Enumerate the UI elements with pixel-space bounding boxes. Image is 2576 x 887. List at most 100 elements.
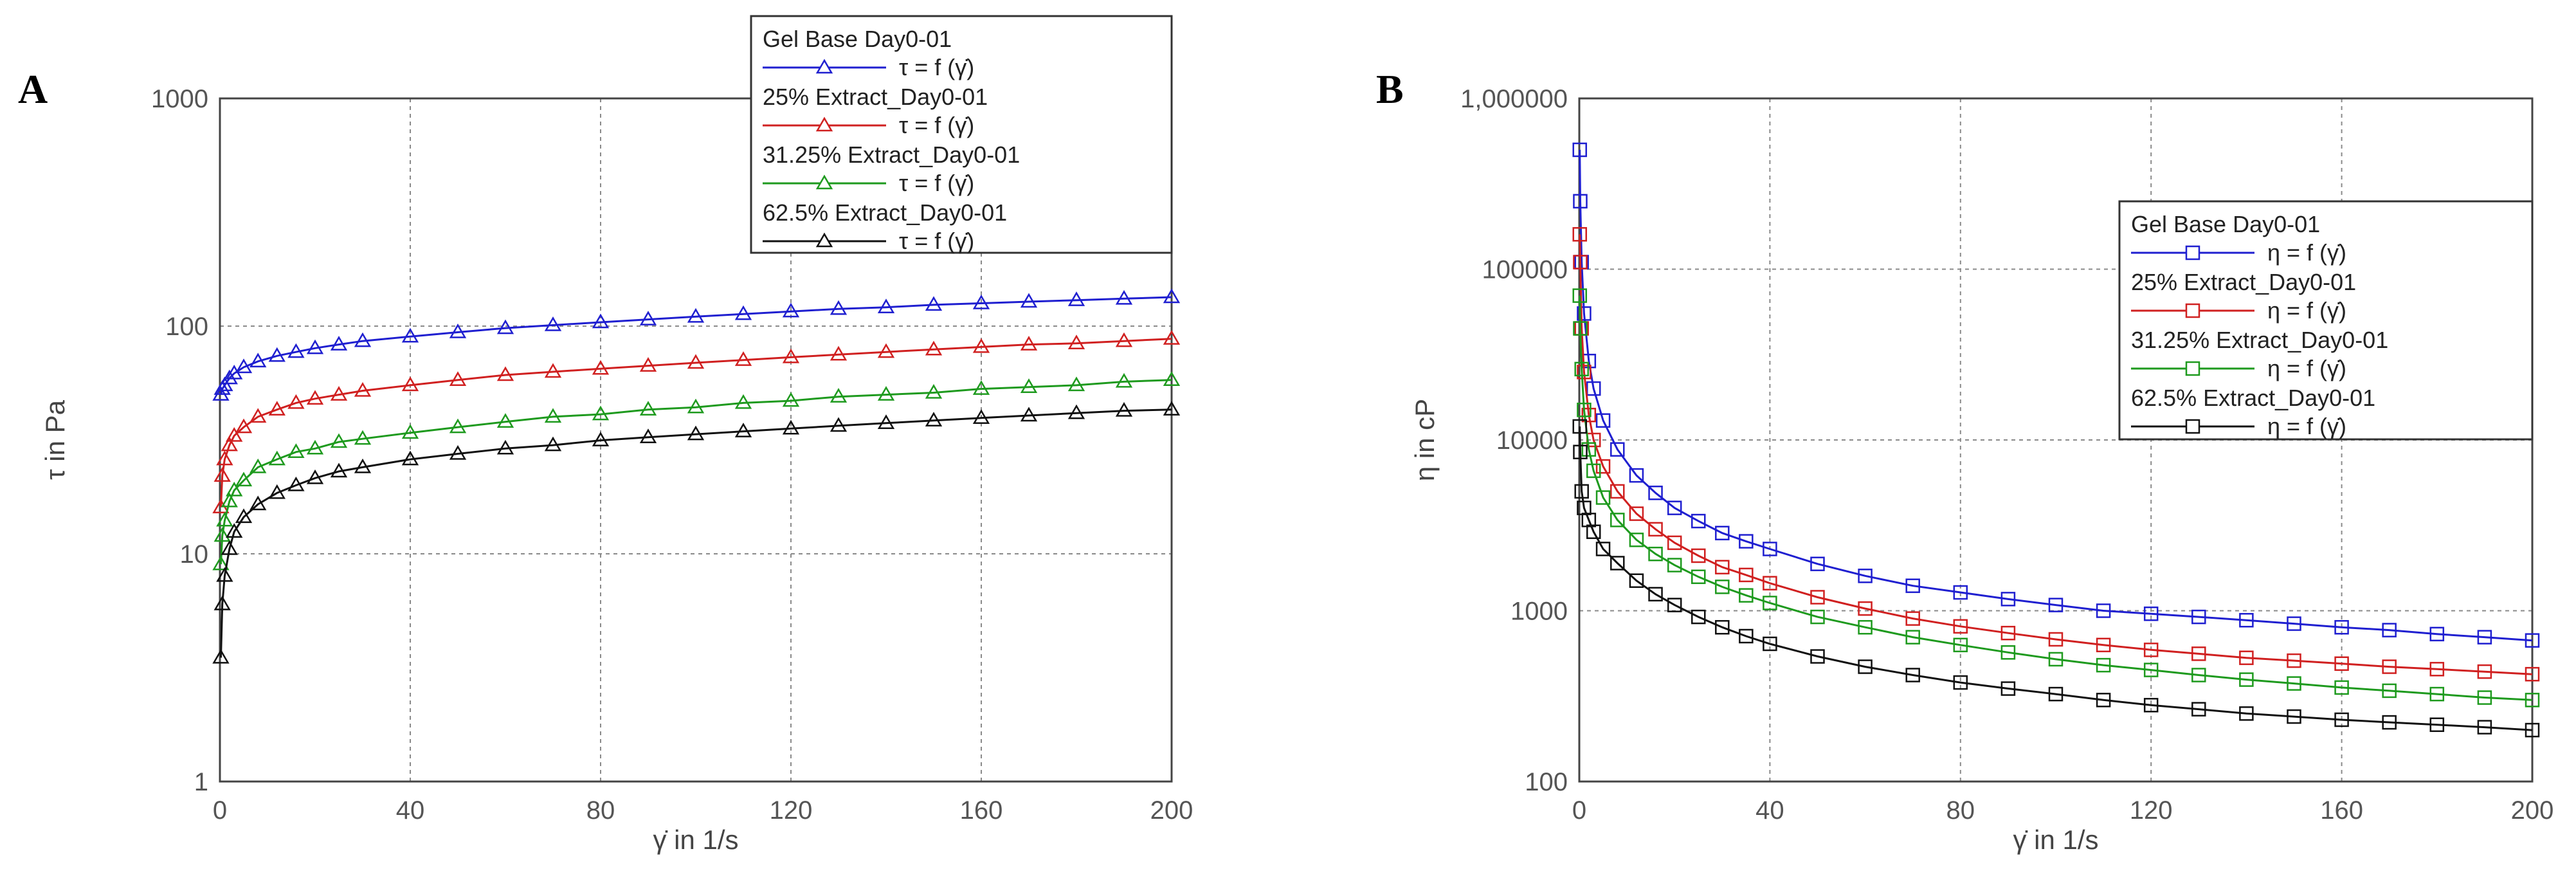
- y-tick-label: 100: [1525, 768, 1568, 796]
- series-line-3: [220, 379, 1172, 565]
- data-point: [1020, 407, 1038, 422]
- data-point: [1020, 293, 1038, 308]
- data-point: [401, 424, 419, 439]
- data-point: [1858, 659, 1873, 674]
- data-point: [1763, 596, 1777, 610]
- data-point: [1577, 500, 1592, 515]
- data-point: [782, 419, 800, 435]
- data-point: [972, 338, 990, 353]
- data-point: [2096, 657, 2111, 673]
- series-line-4: [1579, 426, 2533, 731]
- data-point: [1067, 404, 1085, 419]
- data-point: [972, 380, 990, 395]
- legend-marker: [2185, 419, 2200, 434]
- data-point: [213, 467, 231, 482]
- data-point: [401, 450, 419, 466]
- data-point: [1595, 413, 1611, 428]
- data-point: [1573, 444, 1588, 459]
- data-point: [782, 348, 800, 363]
- data-point: [330, 336, 348, 351]
- data-point: [2334, 619, 2349, 635]
- data-point: [306, 339, 324, 354]
- y-tick-label: 100000: [1482, 256, 1568, 284]
- data-point: [226, 523, 243, 538]
- y-tick-label: 10: [180, 540, 209, 569]
- data-point: [1577, 365, 1592, 379]
- data-point: [592, 405, 610, 421]
- data-point: [449, 418, 467, 434]
- legend-marker: [815, 59, 833, 74]
- data-point: [1067, 291, 1085, 306]
- legend-series-name: 62.5% Extract_Day0-01: [763, 199, 1007, 226]
- x-tick-label: 40: [1755, 796, 1784, 825]
- data-point: [268, 484, 286, 499]
- data-point: [734, 394, 752, 409]
- data-point: [1586, 381, 1601, 396]
- legend-marker: [2185, 245, 2200, 261]
- data-point: [235, 471, 253, 487]
- data-point: [2239, 706, 2254, 721]
- data-point: [221, 540, 238, 555]
- data-point: [213, 527, 231, 542]
- data-point: [1115, 372, 1133, 388]
- data-point: [925, 412, 943, 426]
- data-point: [1691, 548, 1706, 563]
- data-point: [354, 430, 372, 445]
- legend-series-name: 31.25% Extract_Day0-01: [2131, 327, 2388, 353]
- data-point: [2429, 686, 2445, 702]
- data-point: [1905, 578, 1920, 593]
- data-point: [877, 386, 895, 401]
- data-point: [306, 469, 324, 484]
- plot-frame: [219, 97, 1173, 783]
- data-point: [1953, 585, 1968, 600]
- data-point: [1905, 630, 1920, 645]
- data-point: [972, 294, 990, 309]
- data-point: [639, 311, 657, 325]
- data-point: [212, 648, 230, 664]
- data-point: [287, 443, 305, 458]
- data-point: [1610, 484, 1625, 499]
- data-point: [592, 313, 610, 329]
- data-point: [687, 354, 705, 369]
- data-point: [592, 432, 610, 446]
- legend-marker: [815, 232, 833, 248]
- data-point: [1715, 526, 1730, 540]
- data-point: [544, 436, 562, 452]
- data-point: [235, 418, 253, 434]
- data-point: [2334, 712, 2349, 727]
- x-tick-label: 0: [213, 796, 227, 825]
- legend-marker: [2185, 361, 2200, 376]
- data-point: [2191, 646, 2206, 661]
- data-point: [782, 392, 800, 407]
- data-point: [1595, 542, 1611, 556]
- data-point: [2477, 664, 2492, 679]
- data-point: [1574, 484, 1589, 499]
- data-point: [1115, 289, 1133, 305]
- y-tick-label: 100: [165, 313, 208, 341]
- data-point: [1577, 306, 1592, 321]
- panel-a-letter: A: [18, 66, 48, 112]
- data-point: [544, 408, 562, 423]
- data-point: [1648, 587, 1663, 602]
- data-point: [249, 408, 267, 423]
- panel-a-chart: 1 10 100 1000 0 40 80 120 160 200 γ̇ in 1/s τ in Pa…: [40, 15, 1193, 855]
- data-point: [1572, 227, 1587, 242]
- data-point: [2382, 623, 2397, 637]
- data-point: [401, 327, 419, 343]
- data-point: [1691, 569, 1706, 585]
- x-tick-label: 80: [1946, 796, 1975, 825]
- data-point: [1572, 419, 1587, 434]
- data-point: [830, 345, 848, 361]
- data-point: [1581, 442, 1597, 457]
- data-point: [221, 492, 238, 508]
- data-point: [306, 439, 324, 455]
- data-point: [2000, 681, 2016, 696]
- data-point: [1629, 533, 1644, 547]
- data-point: [2048, 632, 2064, 647]
- data-point: [2334, 656, 2349, 672]
- data-point: [1953, 675, 1968, 690]
- data-point: [639, 401, 657, 416]
- data-point: [639, 357, 657, 372]
- data-point: [2382, 683, 2397, 699]
- data-point: [2048, 652, 2064, 667]
